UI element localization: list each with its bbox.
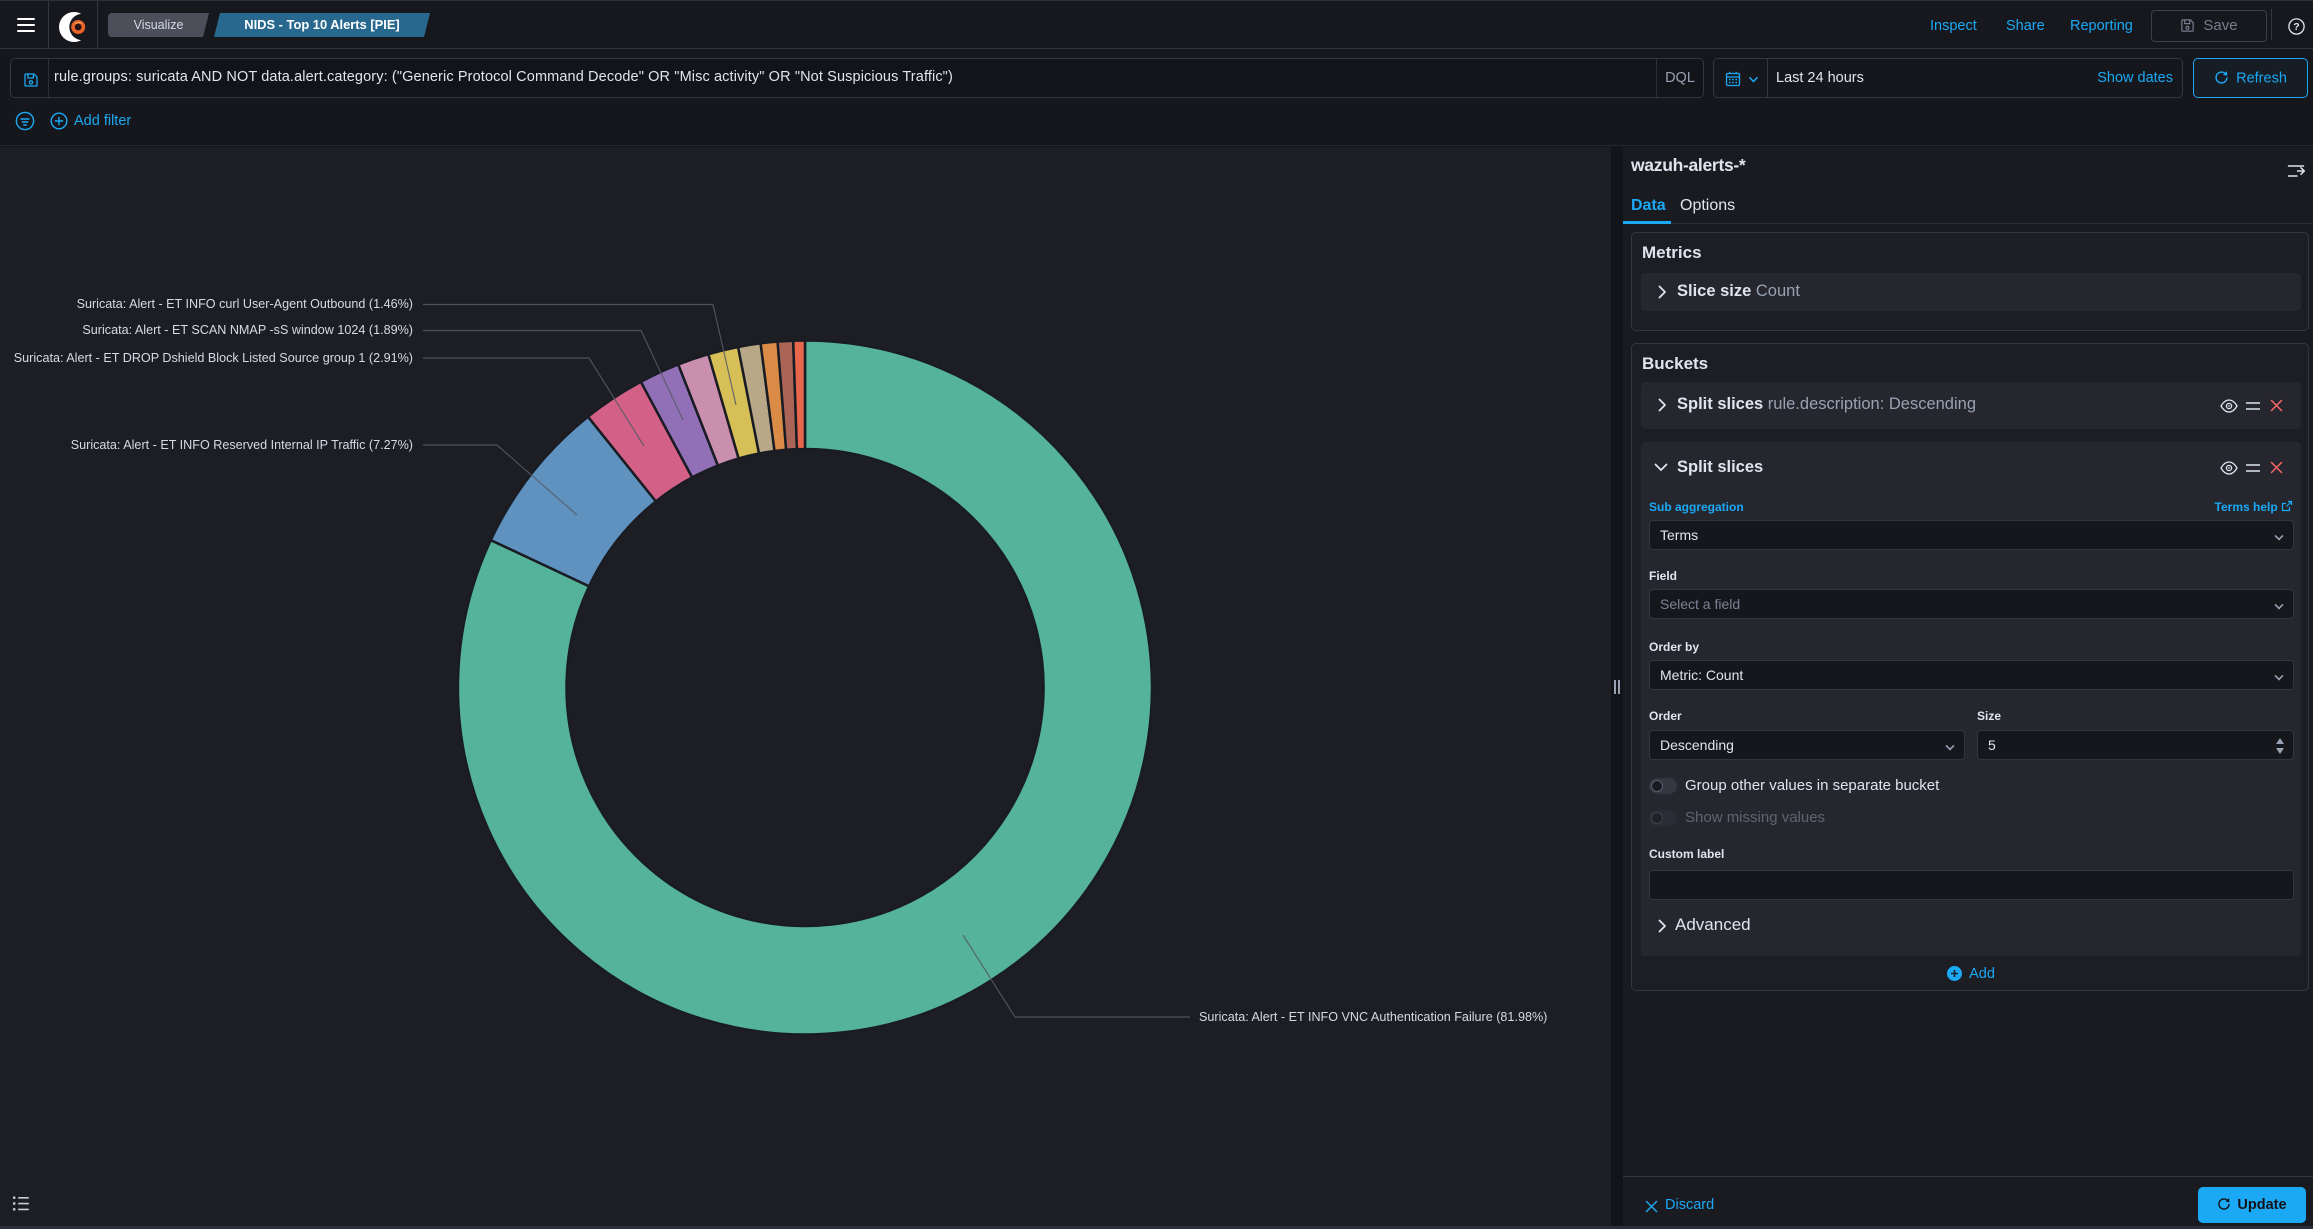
svg-text:?: ? [2293,21,2299,33]
